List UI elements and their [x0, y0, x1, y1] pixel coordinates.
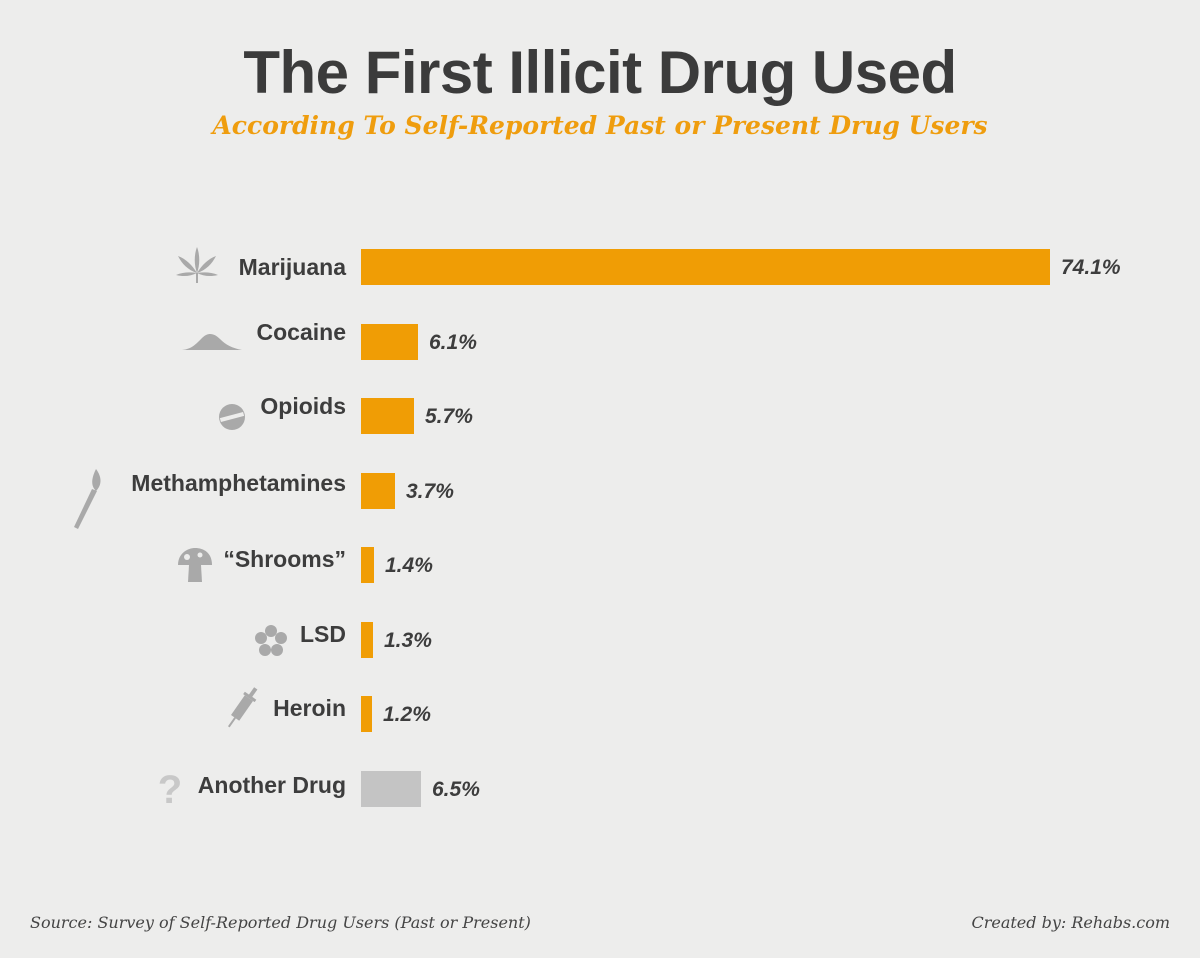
category-label: Marijuana [238, 254, 346, 280]
powder-pile-icon [182, 330, 242, 357]
bar [361, 696, 372, 732]
pill-icon [217, 402, 247, 437]
match-icon [72, 467, 108, 536]
value-label: 74.1% [1061, 256, 1121, 279]
value-label: 6.1% [429, 331, 477, 354]
flower-icon [254, 624, 288, 663]
bar [361, 249, 1050, 285]
bar [361, 771, 421, 807]
category-label: Methamphetamines [131, 470, 346, 496]
value-label: 6.5% [432, 778, 480, 801]
value-label: 1.4% [385, 554, 433, 577]
bar [361, 473, 395, 509]
mushroom-icon [176, 547, 214, 588]
value-label: 5.7% [425, 405, 473, 428]
cannabis-leaf-icon [174, 245, 220, 290]
question-mark-icon: ? [158, 768, 182, 814]
value-label: 1.3% [384, 629, 432, 652]
bar [361, 547, 374, 583]
category-label: Opioids [260, 393, 346, 419]
category-label: “Shrooms” [223, 546, 346, 572]
value-label: 1.2% [383, 703, 431, 726]
category-label: Another Drug [197, 772, 346, 798]
category-label: LSD [300, 621, 346, 647]
value-label: 3.7% [406, 480, 454, 503]
syringe-icon [226, 684, 258, 737]
svg-text:?: ? [158, 769, 182, 809]
bar [361, 324, 418, 360]
chart-subtitle: According To Self-Reported Past or Prese… [212, 111, 988, 140]
category-label: Heroin [273, 695, 346, 721]
credit-note: Created by: Rehabs.com [971, 913, 1170, 932]
source-note: Source: Survey of Self-Reported Drug Use… [30, 913, 531, 932]
bar [361, 398, 414, 434]
category-label: Cocaine [256, 319, 346, 345]
bar [361, 622, 373, 658]
chart-title: The First Illicit Drug Used [243, 39, 957, 106]
